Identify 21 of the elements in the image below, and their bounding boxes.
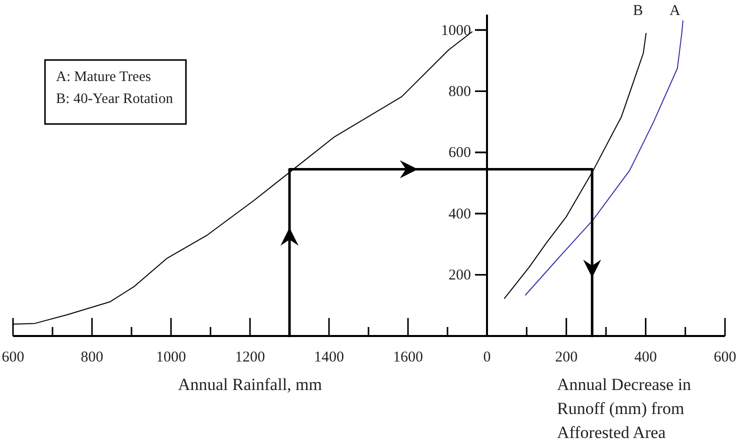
x-tick-label: 600	[714, 350, 736, 366]
x-axis-title: Annual Rainfall, mm	[178, 375, 322, 394]
x-tick-label: 600	[2, 350, 24, 366]
y-tick-label: 1000	[441, 22, 471, 39]
x-tick-label: 0	[483, 350, 491, 366]
y-tick-label: 600	[448, 145, 471, 162]
x-tick-label: 400	[634, 350, 657, 366]
x-tick-label: 1200	[235, 350, 265, 366]
annotation: A: Mature Trees	[56, 69, 152, 85]
series-label: A	[670, 3, 681, 19]
y-tick-label: 400	[448, 206, 471, 222]
x-tick-label: 200	[555, 350, 578, 366]
x-axis-title: Annual Decrease in Runoff (mm) from Afforested Area	[557, 375, 692, 441]
y-tick-label: 200	[448, 268, 471, 284]
x-tick-label: 1400	[314, 350, 344, 366]
x-tick-label: 1000	[156, 350, 186, 366]
y-tick-label: 800	[448, 84, 471, 100]
series-label: B	[633, 3, 644, 19]
annotation: B: 40-Year Rotation	[56, 91, 174, 107]
x-tick-label: 1600	[393, 350, 423, 366]
x-tick-label: 800	[80, 350, 104, 366]
